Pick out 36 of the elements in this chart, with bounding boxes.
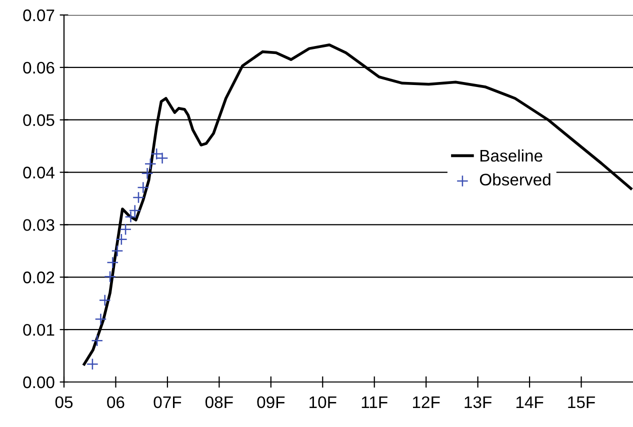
point — [120, 223, 132, 236]
y-tick-label: 0.05 — [23, 114, 54, 126]
point — [94, 313, 107, 326]
y-tick-label: 0.04 — [23, 166, 54, 178]
x-tick-label: 06 — [107, 396, 124, 408]
point — [98, 294, 111, 306]
point — [91, 334, 104, 347]
point — [115, 233, 128, 246]
x-tick-label: 13F — [464, 396, 492, 408]
point — [150, 148, 163, 160]
legend-label: Baseline — [480, 149, 542, 162]
point — [137, 181, 150, 194]
x-tick-label: 10F — [310, 396, 336, 408]
y-tick-label: 0.03 — [23, 219, 54, 231]
x-tick-label: 11F — [362, 396, 388, 408]
x-tick-label: 05 — [55, 396, 73, 408]
point — [144, 158, 156, 170]
point — [106, 256, 119, 268]
x-tick-label: 14F — [516, 396, 544, 408]
point — [86, 358, 98, 370]
y-tick-label: 0.07 — [23, 9, 54, 22]
point — [141, 167, 154, 180]
y-tick-label: 0.00 — [23, 376, 54, 388]
x-tick-label: 09F — [257, 396, 285, 408]
x-tick-label: 12F — [413, 396, 440, 408]
x-tick-label: 07F — [154, 396, 182, 408]
point — [111, 244, 124, 257]
y-tick-label: 0.02 — [23, 272, 54, 284]
legend-label: Observed — [480, 173, 550, 186]
point — [132, 191, 144, 204]
y-tick-label: 0.06 — [23, 62, 54, 74]
point — [156, 152, 168, 164]
point — [104, 270, 116, 283]
x-tick-label: 08F — [205, 396, 233, 408]
y-tick-label: 0.01 — [23, 324, 54, 336]
x-tick-label: 15F — [568, 396, 595, 408]
